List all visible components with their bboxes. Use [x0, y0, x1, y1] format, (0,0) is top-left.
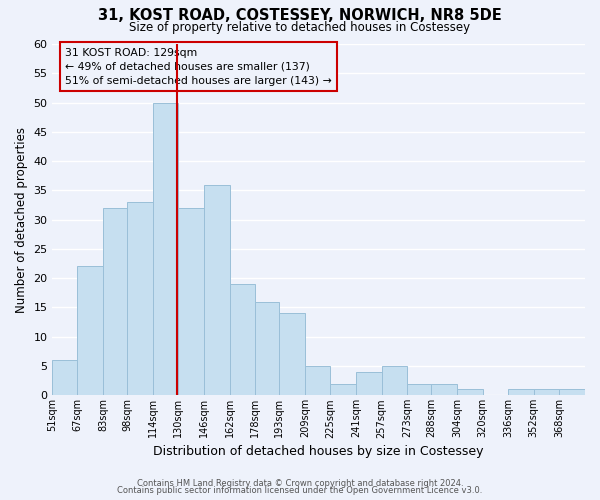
Bar [127, 202, 153, 396]
Text: 31, KOST ROAD, COSTESSEY, NORWICH, NR8 5DE: 31, KOST ROAD, COSTESSEY, NORWICH, NR8 5… [98, 8, 502, 22]
Bar [77, 266, 103, 396]
Y-axis label: Number of detached properties: Number of detached properties [15, 126, 28, 312]
Bar [457, 390, 482, 396]
Text: Contains public sector information licensed under the Open Government Licence v3: Contains public sector information licen… [118, 486, 482, 495]
Bar [305, 366, 331, 396]
Bar [103, 208, 127, 396]
Bar [559, 390, 585, 396]
Text: Contains HM Land Registry data © Crown copyright and database right 2024.: Contains HM Land Registry data © Crown c… [137, 478, 463, 488]
Bar [508, 390, 534, 396]
Bar [52, 360, 77, 396]
Bar [431, 384, 457, 396]
Bar [255, 302, 279, 396]
Text: Size of property relative to detached houses in Costessey: Size of property relative to detached ho… [130, 21, 470, 34]
Bar [279, 314, 305, 396]
Bar [230, 284, 255, 396]
Bar [534, 390, 559, 396]
Bar [178, 208, 204, 396]
Bar [204, 184, 230, 396]
Text: 31 KOST ROAD: 129sqm
← 49% of detached houses are smaller (137)
51% of semi-deta: 31 KOST ROAD: 129sqm ← 49% of detached h… [65, 48, 332, 86]
Bar [331, 384, 356, 396]
X-axis label: Distribution of detached houses by size in Costessey: Distribution of detached houses by size … [153, 444, 484, 458]
Bar [407, 384, 431, 396]
Bar [382, 366, 407, 396]
Bar [153, 102, 178, 396]
Bar [356, 372, 382, 396]
